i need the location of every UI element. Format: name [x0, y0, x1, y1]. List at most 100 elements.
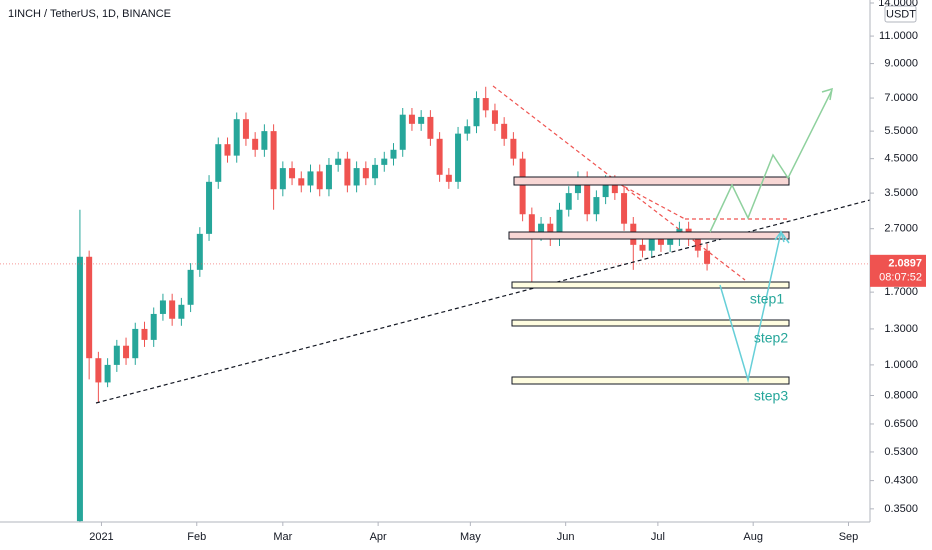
y-tick-label: 9.0000 [884, 57, 918, 69]
zone [508, 231, 790, 240]
candle-body [556, 209, 563, 240]
candle-body [169, 300, 176, 319]
candle-body [141, 328, 148, 340]
candle-body [621, 193, 628, 224]
candle-body [178, 304, 185, 319]
x-tick-label: May [460, 531, 481, 543]
last-price-label: 2.0897 [888, 258, 922, 270]
candle-body [307, 171, 314, 186]
candle-body [436, 138, 443, 175]
candle-body [279, 168, 286, 190]
bearish-path [719, 230, 790, 383]
candle-body [233, 119, 240, 156]
candle-body [704, 250, 711, 264]
candle-body [427, 116, 434, 139]
candle-body [344, 158, 351, 186]
annotation: step1 [750, 291, 784, 307]
candle-body [482, 98, 489, 111]
candle-body [547, 223, 554, 240]
candle-body [602, 181, 609, 198]
candle-body [667, 239, 674, 245]
candle-body [657, 239, 664, 245]
x-tick-label: Aug [743, 531, 763, 543]
candle-body [224, 144, 231, 156]
zone [511, 376, 790, 385]
candle-body [150, 313, 157, 340]
candle-body [694, 239, 701, 251]
candle-body [455, 133, 462, 182]
last-price-box [870, 254, 926, 287]
candle-body [648, 239, 655, 251]
x-tick-label: Jun [557, 531, 575, 543]
y-tick-label: 0.5300 [884, 446, 918, 458]
candle-body [390, 149, 397, 159]
candle-body [252, 138, 259, 150]
annotation: step2 [754, 330, 788, 346]
candle-body [639, 244, 646, 251]
candle-body [242, 119, 249, 139]
candle-body [584, 178, 591, 215]
x-tick-label: Mar [273, 531, 292, 543]
candle-body [123, 345, 130, 359]
zone [511, 319, 790, 327]
x-tick-label: Apr [370, 531, 387, 543]
candle-body [206, 181, 213, 234]
candle-body [187, 269, 194, 305]
candle-body [611, 181, 618, 194]
candle-body [132, 328, 139, 359]
candle-body [325, 164, 332, 190]
candle-body [381, 158, 388, 165]
candle-body [159, 300, 166, 314]
candle-body [510, 138, 517, 159]
x-tick-label: Jul [651, 531, 665, 543]
candle-body [215, 144, 222, 182]
drawings [95, 85, 871, 404]
candle-body [491, 110, 498, 124]
y-tick-label: 3.5000 [884, 187, 918, 199]
candle-body [399, 114, 406, 150]
zone [511, 281, 790, 289]
candle-body [289, 168, 296, 179]
currency-label: USDT [886, 8, 916, 20]
y-tick-label: 5.5000 [884, 125, 918, 137]
y-tick-label: 14.0000 [878, 0, 918, 9]
candle-body [593, 197, 600, 215]
candle-body [464, 126, 471, 134]
candle-body [335, 158, 342, 165]
y-tick-label: 1.3000 [884, 323, 918, 335]
y-tick-label: 0.4300 [884, 475, 918, 487]
candle-body [261, 131, 268, 150]
candle-body [538, 223, 545, 234]
candle-body [473, 98, 480, 127]
candle-body [418, 116, 425, 124]
countdown-label: 08:07:52 [879, 272, 922, 284]
y-tick-label: 4.5000 [884, 153, 918, 165]
arrow-head [821, 87, 833, 101]
y-tick-label: 0.3500 [884, 503, 918, 515]
candle-body [104, 364, 111, 383]
bullish-path [709, 89, 833, 233]
y-tick-label: 0.6500 [884, 418, 918, 430]
y-tick-label: 11.0000 [879, 30, 918, 42]
candle-body [445, 174, 452, 182]
x-tick-label: Feb [187, 531, 206, 543]
candle-body [372, 164, 379, 179]
y-tick-label: 2.7000 [884, 223, 918, 235]
candle-body [519, 158, 526, 215]
candle-body [113, 345, 120, 365]
x-tick-label: Sep [839, 531, 859, 543]
currency-box [884, 5, 917, 23]
candle-body [565, 193, 572, 210]
y-tick-label: 0.8000 [884, 389, 918, 401]
zone [513, 176, 790, 186]
candle-body [408, 114, 415, 124]
x-tick-label: 2021 [89, 531, 113, 543]
y-tick-label: 1.7000 [884, 286, 918, 298]
chart-title: 1INCH / TetherUS, 1D, BINANCE [8, 8, 171, 20]
candle-body [528, 214, 535, 234]
candle-body [316, 171, 323, 190]
candle-body [353, 168, 360, 186]
